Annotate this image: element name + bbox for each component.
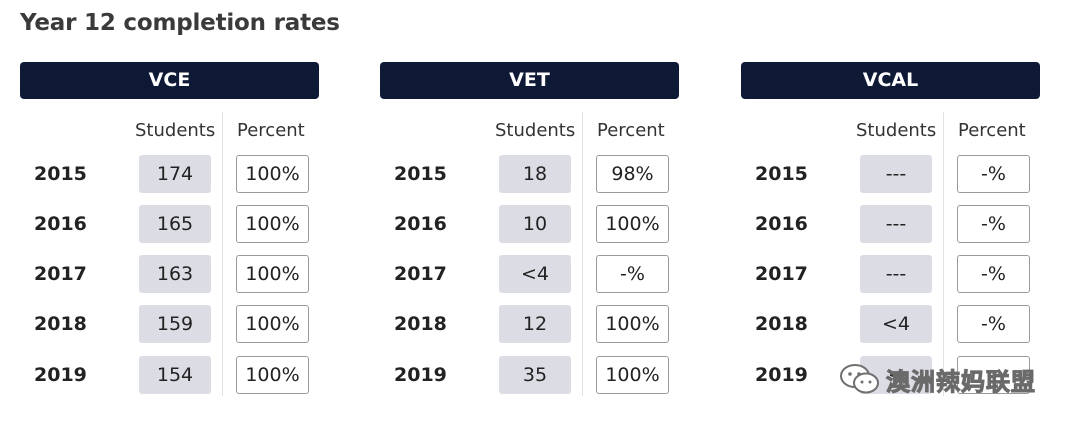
table-row: 2017 163 100% xyxy=(20,255,319,293)
table-row: 2018 12 100% xyxy=(380,305,679,343)
table-row: 2015 174 100% xyxy=(20,155,319,193)
column-header-percent: Percent xyxy=(958,120,1026,141)
percent-value: 98% xyxy=(596,155,669,193)
percent-value: -% xyxy=(957,205,1030,243)
year-label: 2017 xyxy=(34,263,87,285)
year-label: 2015 xyxy=(34,163,87,185)
percent-value: 100% xyxy=(236,155,309,193)
students-value: 35 xyxy=(499,356,571,394)
year-label: 2017 xyxy=(394,263,447,285)
students-value: 10 xyxy=(499,205,571,243)
panel-vce: VCE Students Percent 2015 174 100% 2016 … xyxy=(20,62,319,402)
table-row: 2015 --- -% xyxy=(741,155,1040,193)
column-divider xyxy=(222,112,223,396)
percent-value: -% xyxy=(957,255,1030,293)
panel-vet: VET Students Percent 2015 18 98% 2016 10… xyxy=(380,62,679,402)
table-row: 2016 10 100% xyxy=(380,205,679,243)
year-label: 2018 xyxy=(755,313,808,335)
students-value: <4 xyxy=(499,255,571,293)
panel-header: VET xyxy=(380,62,679,99)
table-row: 2016 165 100% xyxy=(20,205,319,243)
column-divider xyxy=(582,112,583,396)
students-value: 18 xyxy=(499,155,571,193)
percent-value: 100% xyxy=(596,356,669,394)
students-value: 154 xyxy=(139,356,211,394)
column-header-percent: Percent xyxy=(597,120,665,141)
table-row: 2017 --- -% xyxy=(741,255,1040,293)
percent-value: 100% xyxy=(236,205,309,243)
column-header-students: Students xyxy=(135,120,216,141)
table-row: 2017 <4 -% xyxy=(380,255,679,293)
students-value: 165 xyxy=(139,205,211,243)
percent-value: -% xyxy=(957,305,1030,343)
year-label: 2018 xyxy=(34,313,87,335)
percent-value: -% xyxy=(596,255,669,293)
panel-vcal: VCAL Students Percent 2015 --- -% 2016 -… xyxy=(741,62,1040,402)
percent-value: 100% xyxy=(236,255,309,293)
students-value: --- xyxy=(860,255,932,293)
column-header-percent: Percent xyxy=(237,120,305,141)
students-value: --- xyxy=(860,205,932,243)
students-value: <4 xyxy=(860,305,932,343)
table-row: 2018 159 100% xyxy=(20,305,319,343)
students-value: 163 xyxy=(139,255,211,293)
table-row: 2019 154 100% xyxy=(20,356,319,394)
students-value: 12 xyxy=(499,305,571,343)
year-label: 2017 xyxy=(755,263,808,285)
year-label: 2019 xyxy=(394,364,447,386)
column-divider xyxy=(943,112,944,396)
percent-value: 100% xyxy=(236,305,309,343)
table-row: 2015 18 98% xyxy=(380,155,679,193)
percent-value: -% xyxy=(957,155,1030,193)
year-label: 2015 xyxy=(755,163,808,185)
year-label: 2015 xyxy=(394,163,447,185)
watermark: 澳洲辣妈联盟 xyxy=(838,362,1048,396)
panel-header: VCAL xyxy=(741,62,1040,99)
wechat-icon xyxy=(840,364,879,394)
column-header-students: Students xyxy=(495,120,576,141)
year-label: 2016 xyxy=(34,213,87,235)
panel-header: VCE xyxy=(20,62,319,99)
table-row: 2016 --- -% xyxy=(741,205,1040,243)
year-label: 2016 xyxy=(394,213,447,235)
year-label: 2018 xyxy=(394,313,447,335)
page-title: Year 12 completion rates xyxy=(20,10,340,36)
year-label: 2019 xyxy=(34,364,87,386)
students-value: 159 xyxy=(139,305,211,343)
table-row: 2018 <4 -% xyxy=(741,305,1040,343)
year-label: 2016 xyxy=(755,213,808,235)
percent-value xyxy=(957,356,1030,394)
percent-value: 100% xyxy=(596,205,669,243)
students-value: --- xyxy=(860,155,932,193)
table-row: 2019 35 100% xyxy=(380,356,679,394)
year-label: 2019 xyxy=(755,364,808,386)
column-header-students: Students xyxy=(856,120,937,141)
watermark-text: 澳洲辣妈联盟 xyxy=(886,367,1036,396)
students-value: 174 xyxy=(139,155,211,193)
percent-value: 100% xyxy=(236,356,309,394)
percent-value: 100% xyxy=(596,305,669,343)
